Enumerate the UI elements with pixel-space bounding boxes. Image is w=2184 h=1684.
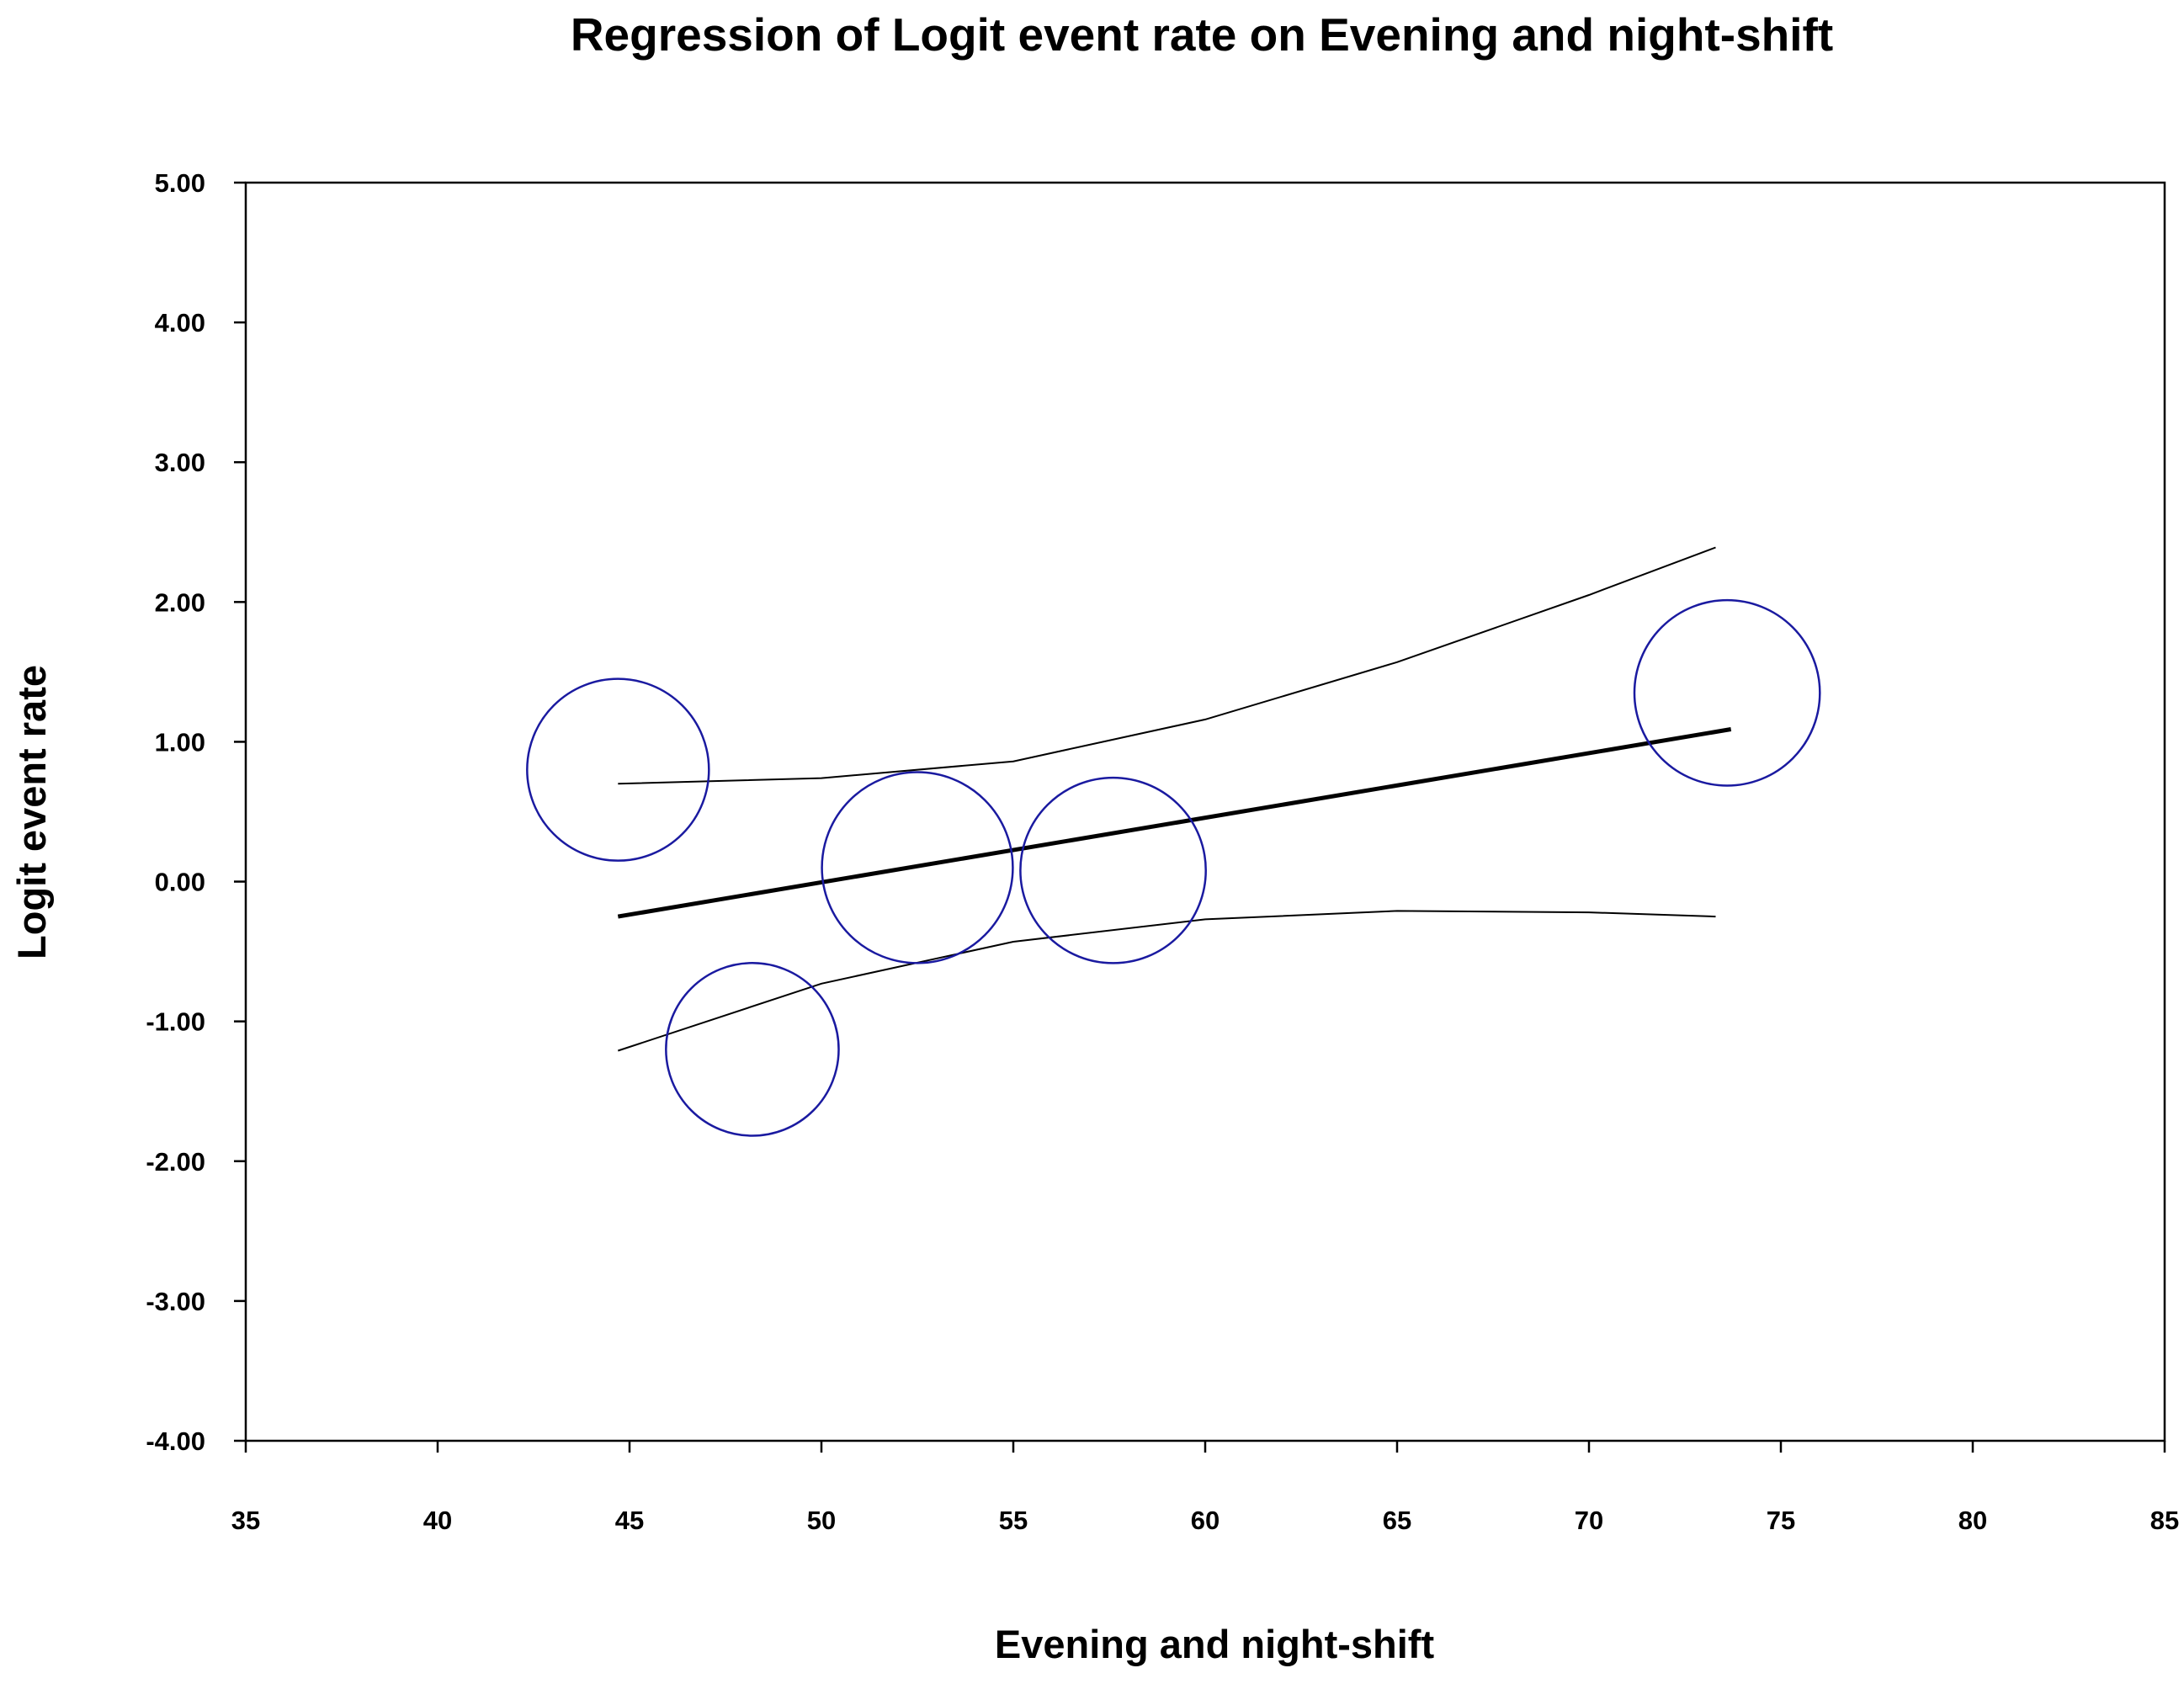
x-tick-label: 55: [999, 1506, 1028, 1535]
x-axis-title: Evening and night-shift: [995, 1622, 1435, 1666]
y-tick-label: 2.00: [155, 587, 205, 617]
y-tick-label: 1.00: [155, 727, 205, 757]
chart-title: Regression of Logit event rate on Evenin…: [571, 8, 1833, 61]
study-point: [821, 771, 1014, 964]
x-tick-label: 45: [615, 1506, 644, 1535]
x-tick-label: 75: [1767, 1506, 1795, 1535]
y-tick-label: -4.00: [146, 1426, 205, 1456]
ci-upper-line: [618, 546, 1716, 785]
y-tick-label: -3.00: [146, 1287, 205, 1316]
x-tick-label: 80: [1958, 1506, 1987, 1535]
x-tick-label: 50: [807, 1506, 836, 1535]
x-tick-label: 40: [423, 1506, 452, 1535]
x-tick-label: 60: [1191, 1506, 1220, 1535]
x-tick-label: 35: [231, 1506, 260, 1535]
regression-line: [617, 727, 1732, 919]
x-axis: 35 40 45 50 55 60 65 70 75 80 85: [231, 1441, 2179, 1535]
y-tick-label: -2.00: [146, 1147, 205, 1177]
y-tick-label: 5.00: [155, 168, 205, 198]
y-axis-title: Logit event rate: [9, 665, 54, 959]
study-point: [526, 677, 710, 862]
ci-lower-line: [617, 910, 1716, 1052]
study-point: [1019, 776, 1207, 964]
study-points: [526, 598, 1821, 1137]
y-tick-label: 0.00: [155, 868, 205, 897]
x-tick-label: 85: [2150, 1506, 2179, 1535]
y-axis: 5.00 4.00 3.00 2.00 1.00 0.00 -1.00 -2.00 -3.00 -…: [146, 168, 246, 1456]
y-tick-label: 4.00: [155, 308, 205, 337]
study-point: [1633, 598, 1821, 787]
plot-frame: [244, 181, 2166, 1442]
x-tick-label: 65: [1383, 1506, 1411, 1535]
regression-line-group: [617, 727, 1732, 919]
y-tick-label: 3.00: [155, 448, 205, 477]
study-point: [665, 962, 840, 1137]
x-tick-label: 70: [1575, 1506, 1603, 1535]
confidence-interval: [617, 546, 1716, 1052]
y-tick-label: -1.00: [146, 1007, 205, 1037]
